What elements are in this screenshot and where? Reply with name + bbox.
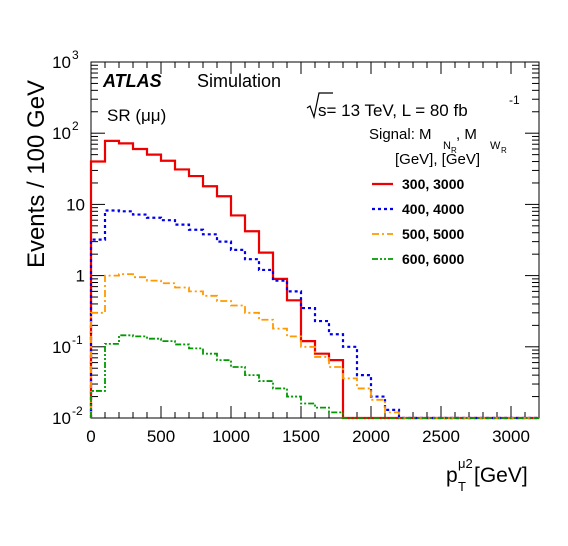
y-tick-exponent: 3 [72,48,79,62]
legend-title-N: N [443,140,451,152]
legend-title-W: W [490,140,501,152]
energy-text: s= 13 TeV, L = 80 fb [318,101,468,120]
region-suffix: ) [161,106,167,125]
y-axis-label: Events / 100 GeV [23,80,50,268]
y-tick-exponent: 2 [72,119,79,133]
x-label-sup: μ2 [458,456,473,471]
region-channel: μμ [141,106,161,125]
y-tick-label: 10 [66,195,85,214]
legend: 300, 3000 400, 4000 500, 5000 600, 6000 [372,176,464,267]
y-tick-label: 10 [52,409,71,428]
y-tick-exponent: -2 [72,404,83,418]
x-tick-label: 0 [86,427,95,446]
x-label-units: [GeV] [474,464,528,487]
legend-label: 500, 5000 [402,226,464,242]
lumi-exponent: -1 [509,93,520,107]
y-tick-label: 10 [52,53,71,72]
x-tick-label: 1000 [212,427,250,446]
x-axis-label: p T μ2 [GeV] [446,456,528,494]
legend-title-units: [GeV], [GeV] [395,151,480,168]
x-tick-labels: 0 500 1000 1500 2000 2500 3000 [86,427,530,446]
x-tick-label: 1500 [282,427,320,446]
region-prefix: SR ( [107,106,141,125]
x-tick-label: 3000 [492,427,530,446]
x-label-p: p [446,464,458,487]
x-tick-label: 2500 [422,427,460,446]
atlas-label: ATLAS [102,71,162,91]
x-label-sub: T [458,479,466,494]
region-label: SR (μμ) [107,106,166,125]
series-line-4 [90,334,539,419]
legend-title-comma: , M [456,126,477,143]
y-tick-exponent: -1 [72,333,83,347]
legend-title-signal: Signal: M [369,126,432,143]
energy-lumi-label: s= 13 TeV, L = 80 fb -1 [306,92,520,120]
x-tick-label: 2000 [352,427,390,446]
legend-title-R2: R [501,146,507,155]
series-layer [89,139,539,420]
legend-title-R1: R [451,146,457,155]
y-tick-label: 1 [76,267,85,286]
y-tick-label: 10 [52,124,71,143]
simulation-label: Simulation [197,71,281,91]
x-tick-label: 500 [147,427,175,446]
legend-label: 300, 3000 [402,176,464,192]
legend-label: 400, 4000 [402,201,464,217]
legend-title: Signal: M N R , M W R [GeV], [GeV] [369,126,507,168]
y-tick-label: 10 [52,338,71,357]
axis-ticks [90,61,540,419]
legend-label: 600, 6000 [402,251,464,267]
sqrt-symbol [306,92,333,120]
